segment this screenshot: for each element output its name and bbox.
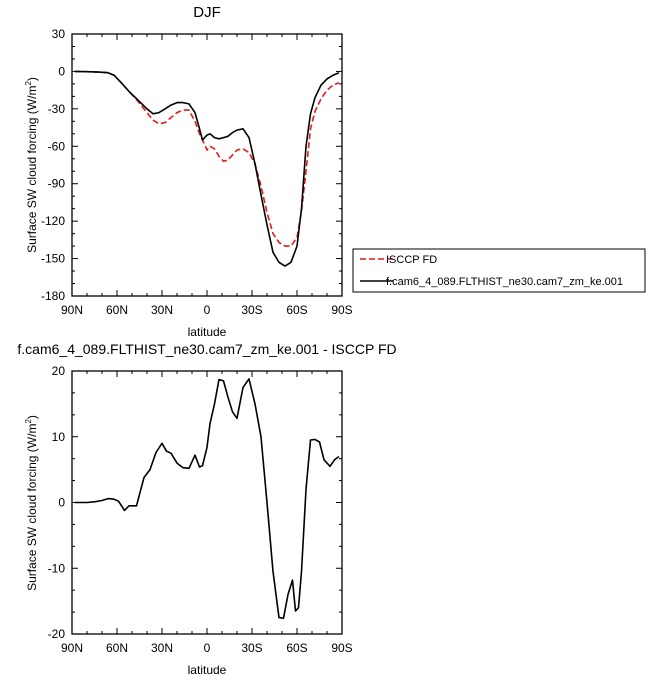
- chart-bottom-xtick-label: 60N: [106, 641, 128, 655]
- chart-top-title: DJF: [193, 4, 221, 21]
- chart-top-ytick-label: -60: [48, 139, 66, 153]
- chart-top-xtick-label: 30N: [151, 303, 173, 317]
- chart-top-xtick-label: 90N: [61, 303, 83, 317]
- chart-bottom-ytick-label: -20: [48, 627, 66, 641]
- chart-top-xtick-label: 30S: [241, 303, 262, 317]
- chart-bottom-ytick-label: 10: [52, 430, 66, 444]
- chart-top-ytick-label: -120: [41, 214, 65, 228]
- chart-top-series-line-1: [74, 70, 340, 267]
- chart-bottom-ytick-label: 20: [52, 364, 66, 378]
- chart-bottom-xtick-label: 0: [204, 641, 211, 655]
- chart-top-ylabel: Surface SW cloud forcing (W/m2): [24, 77, 39, 253]
- chart-top-xtick-label: 60N: [106, 303, 128, 317]
- chart-top: DJF 90N 60N 30N 0 30S 60S 90S 30 0 -30 -60 -90 -120 -…: [24, 4, 353, 339]
- chart-bottom-xtick-label: 30N: [151, 641, 173, 655]
- legend-label-model: f.cam6_4_089.FLTHIST_ne30.cam7_zm_ke.001: [386, 276, 623, 288]
- chart-top-xlabel: latitude: [188, 325, 227, 339]
- chart-top-ytick-label: -180: [41, 289, 65, 303]
- chart-top-ytick-label: 0: [58, 64, 65, 78]
- chart-bottom-plot-area: 90N 60N 30N 0 30S 60S 90S 20 10 0 -10 -20: [48, 364, 353, 655]
- chart-top-ylabel-close: ): [25, 77, 39, 81]
- chart-top-xtick-label: 90S: [331, 303, 352, 317]
- chart-bottom-ytick-label: -10: [48, 561, 66, 575]
- chart-bottom-frame: [71, 370, 343, 635]
- legend: ISCCP FD f.cam6_4_089.FLTHIST_ne30.cam7_…: [352, 248, 646, 293]
- chart-bottom-xtick-label: 90N: [61, 641, 83, 655]
- chart-bottom-series-line-0: [75, 378, 340, 619]
- chart-bottom: f.cam6_4_089.FLTHIST_ne30.cam7_zm_ke.001…: [17, 341, 396, 677]
- chart-top-series-line-0: [74, 70, 340, 247]
- chart-bottom-xtick-label: 90S: [331, 641, 352, 655]
- chart-bottom-title: f.cam6_4_089.FLTHIST_ne30.cam7_zm_ke.001…: [17, 341, 396, 357]
- chart-top-plot-area: 90N 60N 30N 0 30S 60S 90S 30 0 -30 -60 -90 -120 -150 -…: [41, 27, 353, 317]
- chart-bottom-ytick-label: 0: [58, 496, 65, 510]
- chart-top-ytick-label: -150: [41, 252, 65, 266]
- chart-top-ylabel-sup: 2: [24, 81, 33, 86]
- chart-top-xtick-label: 0: [204, 303, 211, 317]
- chart-top-ytick-label: 30: [52, 27, 66, 41]
- chart-bottom-ylabel-sup: 2: [24, 419, 33, 424]
- chart-bottom-ylabel-main: Surface SW cloud forcing (W/m: [25, 424, 39, 591]
- chart-top-ytick-label: -90: [48, 177, 66, 191]
- chart-top-ylabel-main: Surface SW cloud forcing (W/m: [25, 86, 39, 253]
- chart-bottom-xtick-label: 60S: [286, 641, 307, 655]
- legend-label-isccp: ISCCP FD: [386, 254, 437, 266]
- chart-top-xtick-label: 60S: [286, 303, 307, 317]
- chart-bottom-ylabel-close: ): [25, 415, 39, 419]
- chart-top-ytick-label: -30: [48, 102, 66, 116]
- chart-bottom-xtick-label: 30S: [241, 641, 262, 655]
- chart-bottom-ylabel: Surface SW cloud forcing (W/m2): [24, 415, 39, 591]
- legend-box: [352, 248, 646, 293]
- chart-bottom-xlabel: latitude: [188, 663, 227, 677]
- chart-top-frame: [71, 33, 343, 297]
